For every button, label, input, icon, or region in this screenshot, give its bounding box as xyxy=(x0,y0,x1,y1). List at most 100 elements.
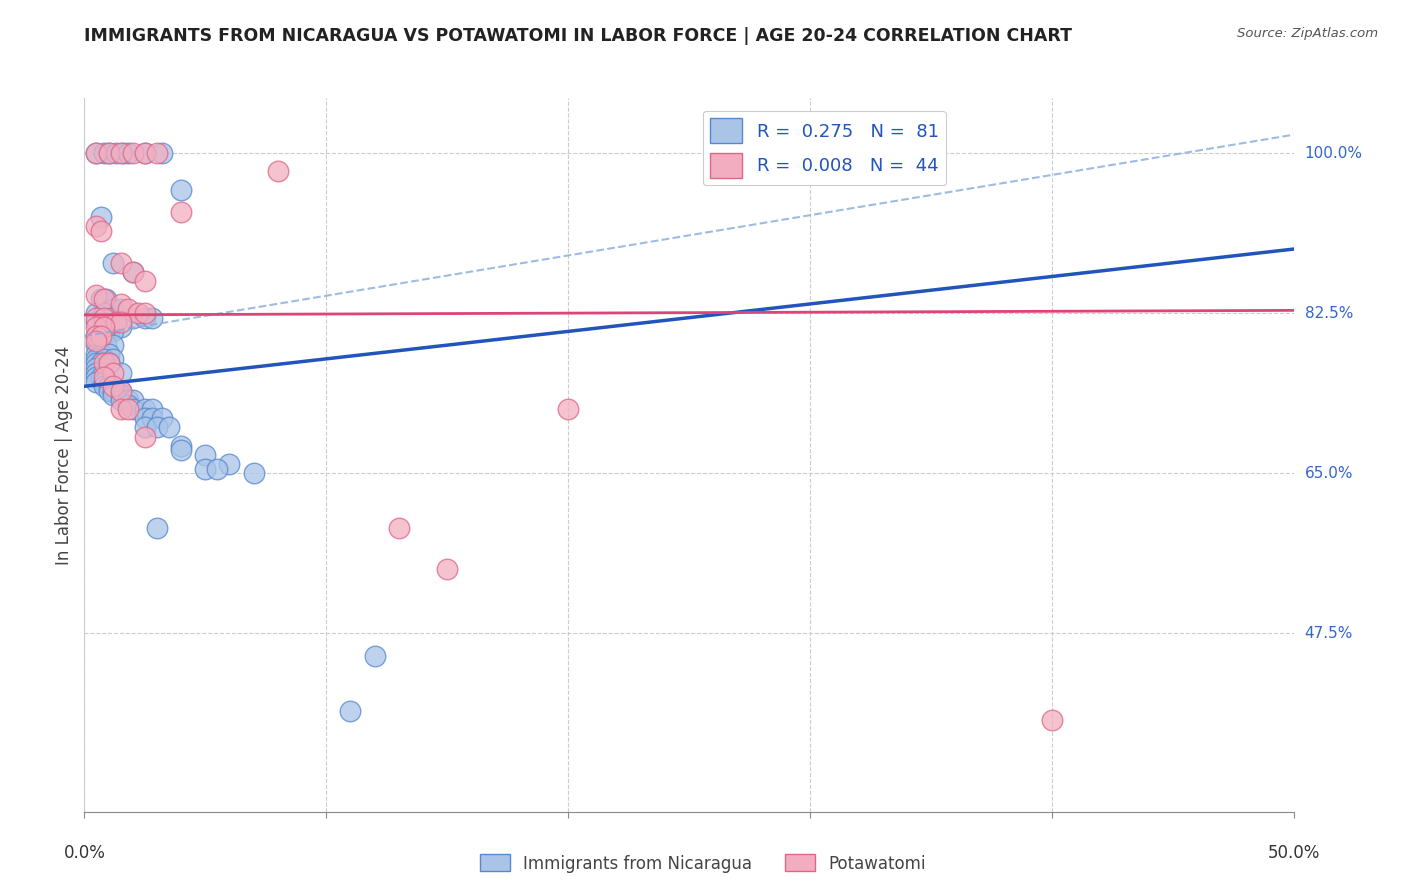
Point xyxy=(97,384,120,398)
Point xyxy=(103,338,125,352)
Point xyxy=(134,411,156,425)
Point xyxy=(97,379,120,393)
Point xyxy=(86,351,108,366)
Point xyxy=(141,411,163,425)
Point xyxy=(170,439,193,453)
Point xyxy=(110,297,132,311)
Point xyxy=(87,338,110,352)
Point xyxy=(103,388,125,402)
Point xyxy=(146,146,169,161)
Point xyxy=(86,329,108,343)
Point xyxy=(97,146,120,161)
Point xyxy=(121,310,143,325)
Point xyxy=(103,256,125,270)
Point xyxy=(150,146,173,161)
Point xyxy=(110,366,132,380)
Point xyxy=(117,402,139,417)
Point xyxy=(134,146,156,161)
Point xyxy=(90,347,112,361)
Text: 0.0%: 0.0% xyxy=(63,844,105,862)
Point xyxy=(110,392,132,407)
Text: Source: ZipAtlas.com: Source: ZipAtlas.com xyxy=(1237,27,1378,40)
Point xyxy=(86,319,108,334)
Point xyxy=(388,521,411,535)
Point xyxy=(117,146,139,161)
Point xyxy=(86,370,108,384)
Point xyxy=(86,306,108,320)
Point xyxy=(86,366,108,380)
Point xyxy=(134,146,156,161)
Point xyxy=(103,366,125,380)
Legend: Immigrants from Nicaragua, Potawatomi: Immigrants from Nicaragua, Potawatomi xyxy=(472,847,934,880)
Point xyxy=(146,420,169,434)
Point xyxy=(86,338,108,352)
Point xyxy=(121,392,143,407)
Point xyxy=(242,467,264,481)
Point xyxy=(86,146,108,161)
Point xyxy=(97,356,120,370)
Point xyxy=(93,361,115,376)
Point xyxy=(363,649,385,664)
Point xyxy=(86,315,108,329)
Point xyxy=(127,306,149,320)
Point xyxy=(117,398,139,412)
Point xyxy=(436,562,458,576)
Point xyxy=(86,347,108,361)
Point xyxy=(86,329,108,343)
Point xyxy=(86,334,108,348)
Point xyxy=(121,146,143,161)
Point xyxy=(110,384,132,398)
Point xyxy=(112,146,135,161)
Text: 82.5%: 82.5% xyxy=(1305,306,1353,320)
Point xyxy=(86,361,108,376)
Point xyxy=(93,351,115,366)
Legend: R =  0.275   N =  81, R =  0.008   N =  44: R = 0.275 N = 81, R = 0.008 N = 44 xyxy=(703,111,946,186)
Point xyxy=(157,420,180,434)
Point xyxy=(86,146,108,161)
Point xyxy=(194,448,217,462)
Point xyxy=(170,443,193,458)
Point xyxy=(146,521,169,535)
Y-axis label: In Labor Force | Age 20-24: In Labor Force | Age 20-24 xyxy=(55,345,73,565)
Text: 50.0%: 50.0% xyxy=(1267,844,1320,862)
Point xyxy=(141,310,163,325)
Text: 65.0%: 65.0% xyxy=(1305,466,1353,481)
Point xyxy=(90,224,112,238)
Point xyxy=(94,338,117,352)
Point xyxy=(93,366,115,380)
Point xyxy=(97,325,120,339)
Point xyxy=(103,379,125,393)
Point xyxy=(103,301,125,316)
Point xyxy=(150,411,173,425)
Point xyxy=(110,388,132,402)
Point xyxy=(557,402,579,417)
Point xyxy=(93,306,115,320)
Text: 47.5%: 47.5% xyxy=(1305,626,1353,640)
Point xyxy=(110,315,132,329)
Point xyxy=(170,183,193,197)
Point xyxy=(93,375,115,389)
Point xyxy=(170,205,193,219)
Point xyxy=(110,301,132,316)
Point xyxy=(218,457,240,471)
Point xyxy=(104,146,127,161)
Point xyxy=(90,370,112,384)
Text: IMMIGRANTS FROM NICARAGUA VS POTAWATOMI IN LABOR FORCE | AGE 20-24 CORRELATION C: IMMIGRANTS FROM NICARAGUA VS POTAWATOMI … xyxy=(84,27,1073,45)
Point xyxy=(93,310,115,325)
Point xyxy=(86,356,108,370)
Point xyxy=(1040,713,1063,727)
Point xyxy=(86,375,108,389)
Point xyxy=(86,219,108,234)
Point xyxy=(97,356,120,370)
Point xyxy=(117,392,139,407)
Point xyxy=(194,461,217,475)
Point xyxy=(117,301,139,316)
Point xyxy=(87,329,110,343)
Point xyxy=(86,310,108,325)
Point xyxy=(90,293,112,307)
Point xyxy=(134,310,156,325)
Point xyxy=(93,319,115,334)
Point xyxy=(134,306,156,320)
Point xyxy=(93,146,115,161)
Point xyxy=(93,370,115,384)
